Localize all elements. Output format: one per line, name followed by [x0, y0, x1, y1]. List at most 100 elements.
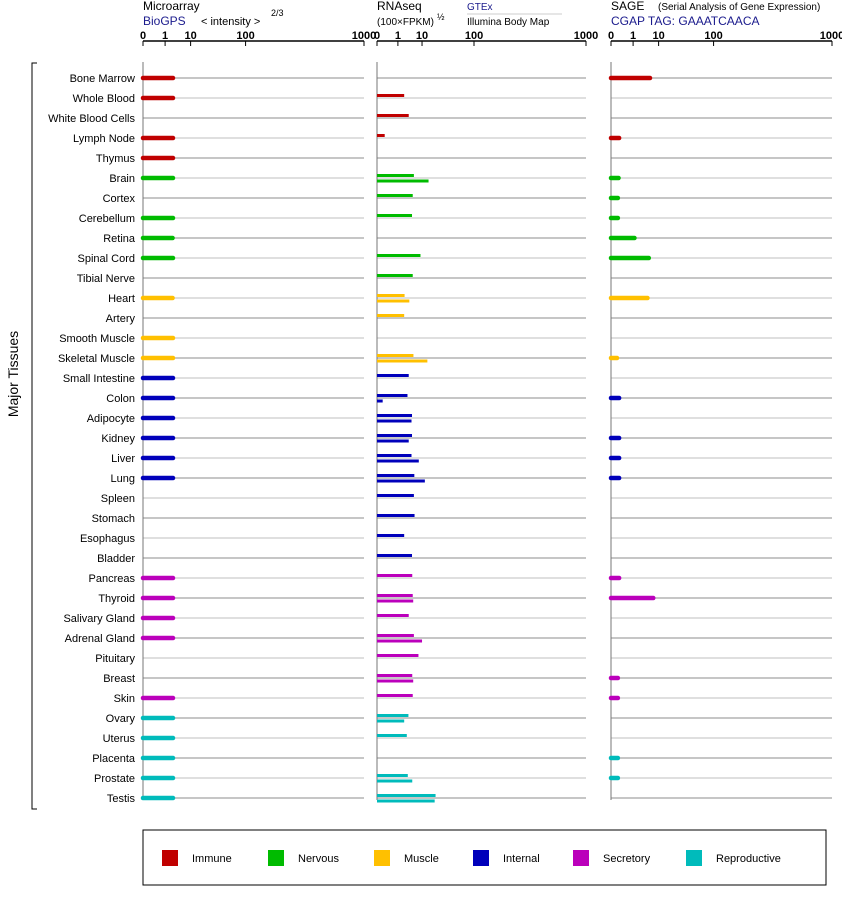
x-tick-label: 0 — [374, 30, 380, 42]
legend-label: Immune — [192, 853, 232, 865]
bar-gtex — [377, 454, 412, 457]
x-tick-label: 10 — [184, 30, 196, 42]
gtex-link[interactable]: GTEx — [467, 2, 493, 13]
x-tick-label: 100 — [704, 30, 722, 42]
tissue-bracket — [31, 62, 37, 810]
x-tick-label: 0 — [140, 30, 146, 42]
tissue-label: Uterus — [103, 733, 136, 745]
tissue-label: Spleen — [101, 493, 135, 505]
tissue-label: Liver — [111, 453, 135, 465]
bar-gtex — [377, 214, 413, 217]
bar-bodymap — [377, 419, 412, 423]
microarray-title: Microarray — [143, 0, 200, 13]
x-tick-label: 1 — [162, 30, 168, 42]
legend-label: Reproductive — [716, 853, 781, 865]
bar-gtex — [377, 574, 413, 577]
bar-gtex — [377, 694, 413, 697]
tissue-label: Thyroid — [98, 593, 135, 605]
bar-gtex — [377, 94, 405, 97]
bar-gtex — [377, 314, 405, 317]
x-tick-label: 1 — [630, 30, 636, 42]
tissue-label: Testis — [107, 793, 136, 805]
tissue-label: Colon — [106, 393, 135, 405]
bar-bodymap — [377, 439, 409, 443]
sage-tag[interactable]: CGAP TAG: GAAATCAACA — [611, 14, 759, 28]
bar-bodymap — [377, 459, 419, 463]
bar-bodymap — [377, 359, 428, 363]
tissue-label: White Blood Cells — [48, 113, 135, 125]
bar-gtex — [377, 794, 436, 797]
bar-bodymap — [377, 719, 405, 723]
bar-gtex — [377, 674, 413, 677]
bar-gtex — [377, 114, 409, 117]
bar-gtex — [377, 134, 385, 137]
tissue-label: Ovary — [106, 713, 136, 725]
tissue-label: Cortex — [103, 193, 136, 205]
tissue-label: Lymph Node — [73, 133, 135, 145]
bar-gtex — [377, 174, 414, 177]
tissue-label: Pancreas — [89, 573, 136, 585]
tissue-label: Tibial Nerve — [77, 273, 135, 285]
x-tick-label: 1000 — [820, 30, 842, 42]
bar-bodymap — [377, 179, 429, 183]
bar-gtex — [377, 254, 421, 257]
tissue-label: Breast — [103, 673, 135, 685]
tissue-label: Bladder — [97, 553, 135, 565]
tissue-label: Kidney — [101, 433, 135, 445]
x-tick-label: 1000 — [574, 30, 598, 42]
bar-gtex — [377, 394, 408, 397]
legend-label: Secretory — [603, 853, 651, 865]
bar-gtex — [377, 614, 409, 617]
bar-gtex — [377, 374, 409, 377]
bar-gtex — [377, 474, 415, 477]
legend-label: Muscle — [404, 853, 439, 865]
sage-note: (Serial Analysis of Gene Expression) — [658, 2, 820, 13]
x-tick-label: 10 — [652, 30, 664, 42]
tissue-label: Whole Blood — [73, 93, 135, 105]
legend-swatch — [374, 850, 390, 866]
bar-gtex — [377, 734, 407, 737]
bar-gtex — [377, 554, 413, 557]
bar-gtex — [377, 294, 405, 297]
bar-bodymap — [377, 799, 435, 803]
bar-bodymap — [377, 779, 413, 783]
tissue-label: Smooth Muscle — [59, 333, 135, 345]
tissue-label: Placenta — [92, 753, 136, 765]
tissue-label: Adrenal Gland — [65, 633, 135, 645]
tissue-label: Brain — [109, 173, 135, 185]
tissue-label: Bone Marrow — [70, 73, 135, 85]
legend-swatch — [686, 850, 702, 866]
x-tick-label: 100 — [236, 30, 254, 42]
legend-swatch — [473, 850, 489, 866]
bar-bodymap — [377, 479, 425, 483]
bar-gtex — [377, 654, 419, 657]
bar-gtex — [377, 714, 409, 717]
legend-swatch — [268, 850, 284, 866]
microarray-exponent: 2/3 — [271, 8, 284, 18]
legend-swatch — [162, 850, 178, 866]
bar-gtex — [377, 514, 415, 517]
bar-gtex — [377, 274, 413, 277]
bar-gtex — [377, 194, 413, 197]
tissue-label: Thymus — [96, 153, 136, 165]
bar-gtex — [377, 414, 413, 417]
x-tick-label: 0 — [608, 30, 614, 42]
tissue-label: Lung — [111, 473, 135, 485]
bar-gtex — [377, 774, 408, 777]
tissue-label: Skin — [114, 693, 135, 705]
microarray-source[interactable]: BioGPS — [143, 14, 186, 28]
x-tick-label: 100 — [465, 30, 483, 42]
bar-bodymap — [377, 679, 414, 683]
bar-bodymap — [377, 299, 410, 303]
tissue-label: Adipocyte — [87, 413, 135, 425]
rnaseq-subtitle: (100×FPKM) — [377, 17, 434, 28]
rnaseq-exponent: ½ — [437, 12, 445, 22]
tissue-label: Stomach — [92, 513, 135, 525]
tissue-label: Artery — [106, 313, 136, 325]
bar-bodymap — [377, 399, 383, 403]
bar-gtex — [377, 354, 414, 357]
legend-label: Nervous — [298, 853, 339, 865]
x-tick-label: 10 — [416, 30, 428, 42]
legend-swatch — [573, 850, 589, 866]
